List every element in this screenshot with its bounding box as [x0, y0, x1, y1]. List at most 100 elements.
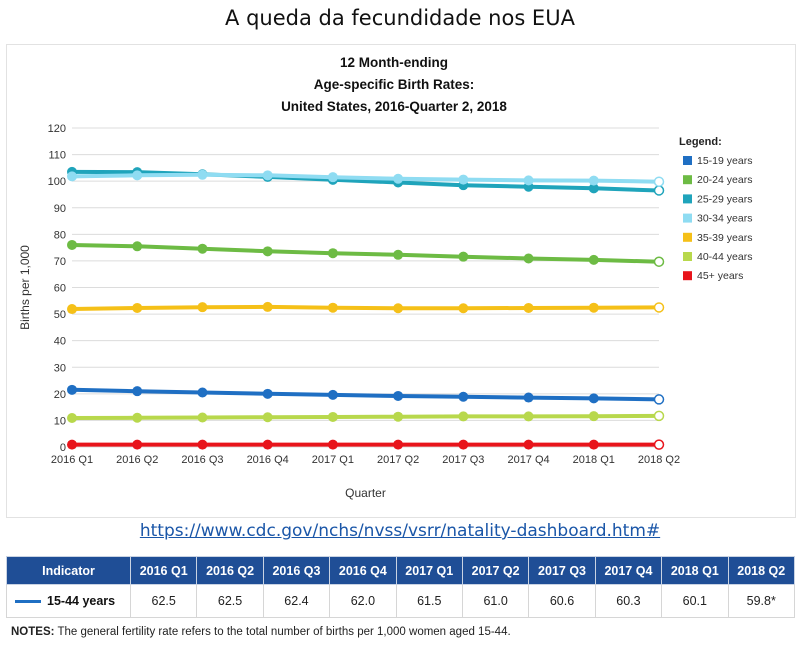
data-point [523, 392, 534, 403]
y-tick-label: 0 [60, 442, 66, 454]
indicator-label: 15-44 years [47, 594, 116, 608]
data-point [197, 439, 208, 450]
data-point [67, 304, 77, 315]
table-cell: 62.5 [196, 584, 264, 618]
table-cell: 59.8* [727, 584, 796, 618]
legend-item-label: 40-44 years [697, 251, 752, 263]
x-tick-label: 2016 Q4 [247, 454, 289, 466]
y-axis-label: Births per 1,000 [18, 245, 32, 330]
y-tick-label: 60 [54, 283, 66, 295]
data-point [327, 389, 338, 400]
x-tick-label: 2016 Q1 [51, 454, 93, 466]
data-point [327, 439, 338, 450]
data-point [393, 173, 404, 184]
x-tick-label: 2016 Q2 [116, 454, 158, 466]
data-point [523, 411, 534, 422]
page-title: A queda da fecundidade nos EUA [225, 6, 575, 30]
data-point [653, 439, 665, 450]
data-point [653, 302, 665, 313]
data-point [458, 251, 469, 262]
y-tick-label: 20 [54, 389, 66, 401]
indicator-cell: 15-44 years [6, 584, 131, 618]
series-line [70, 387, 661, 402]
table-header-cell: Indicator [6, 556, 131, 585]
legend-swatch [683, 194, 692, 204]
data-point [653, 410, 665, 422]
data-point [197, 387, 208, 398]
table-cell: 60.3 [594, 584, 663, 618]
y-tick-label: 90 [54, 203, 66, 215]
notes-label: NOTES: [11, 626, 55, 638]
table-row: 15-44 years 62.5 62.5 62.4 62.0 61.5 61.… [6, 584, 796, 618]
x-axis-label: Quarter [345, 486, 386, 500]
data-point [653, 394, 665, 405]
legend-item-label: 25-29 years [697, 193, 752, 205]
data-point [132, 170, 143, 181]
indicator-table: Indicator 2016 Q1 2016 Q2 2016 Q3 2016 Q… [6, 556, 796, 618]
table-cell: 62.4 [262, 584, 331, 618]
chart-frame: 12 Month-ending Age-specific Birth Rates:… [6, 44, 796, 518]
table-cell: 60.1 [661, 584, 729, 618]
data-point [588, 439, 599, 450]
data-point [588, 302, 599, 313]
data-point [327, 411, 338, 422]
table-header-cell: 2018 Q1 [661, 556, 729, 585]
y-tick-label: 40 [54, 336, 66, 348]
data-point [653, 176, 665, 187]
table-header-cell: 2017 Q4 [594, 556, 663, 585]
data-point [523, 439, 534, 450]
data-point [327, 302, 338, 313]
data-point [262, 246, 273, 257]
data-point [523, 302, 534, 313]
y-tick-label: 100 [48, 176, 66, 188]
table-header-cell: 2016 Q4 [329, 556, 397, 585]
data-point [588, 175, 599, 186]
data-point [262, 439, 273, 450]
data-point [132, 302, 143, 313]
x-tick-label: 2016 Q3 [181, 454, 223, 466]
data-point [132, 439, 143, 450]
data-point [393, 411, 404, 422]
data-point [458, 303, 469, 314]
legend-item-label: 30-34 years [697, 213, 752, 225]
table-header-cell: 2017 Q3 [528, 556, 596, 585]
table-header-cell: 2018 Q2 [727, 556, 796, 585]
x-tick-label: 2017 Q3 [442, 454, 484, 466]
data-point [67, 413, 77, 424]
data-point [67, 439, 77, 450]
data-point [393, 390, 404, 401]
data-point [197, 302, 208, 313]
data-point [393, 303, 404, 314]
source-link[interactable]: https://www.cdc.gov/nchs/nvss/vsrr/natal… [139, 521, 661, 541]
data-point [653, 185, 665, 196]
legend-title: Legend: [679, 136, 722, 148]
y-tick-label: 120 [48, 123, 66, 135]
data-point [262, 388, 273, 399]
data-point [132, 386, 143, 397]
data-point [67, 239, 77, 250]
table-cell: 62.0 [329, 584, 397, 618]
legend-item-label: 35-39 years [697, 232, 752, 244]
x-tick-label: 2017 Q1 [312, 454, 354, 466]
data-point [653, 256, 665, 267]
y-tick-label: 80 [54, 229, 66, 241]
series-line-swatch [15, 600, 41, 604]
table-cell: 61.0 [461, 584, 530, 618]
legend-item-label: 20-24 years [697, 174, 752, 186]
data-point [458, 439, 469, 450]
y-tick-label: 110 [48, 150, 66, 162]
data-point [197, 243, 208, 254]
x-tick-label: 2017 Q4 [507, 454, 549, 466]
table-cell: 61.5 [395, 584, 463, 618]
data-point [458, 411, 469, 422]
legend-swatch [683, 175, 692, 185]
table-header-cell: 2016 Q2 [196, 556, 264, 585]
data-point [458, 391, 469, 402]
data-point [458, 174, 469, 185]
data-point [197, 169, 208, 180]
data-point [588, 411, 599, 422]
series-line [70, 413, 661, 420]
table-header-row: Indicator 2016 Q1 2016 Q2 2016 Q3 2016 Q… [6, 556, 796, 585]
table-header-cell: 2017 Q2 [461, 556, 530, 585]
y-tick-label: 70 [54, 256, 66, 268]
